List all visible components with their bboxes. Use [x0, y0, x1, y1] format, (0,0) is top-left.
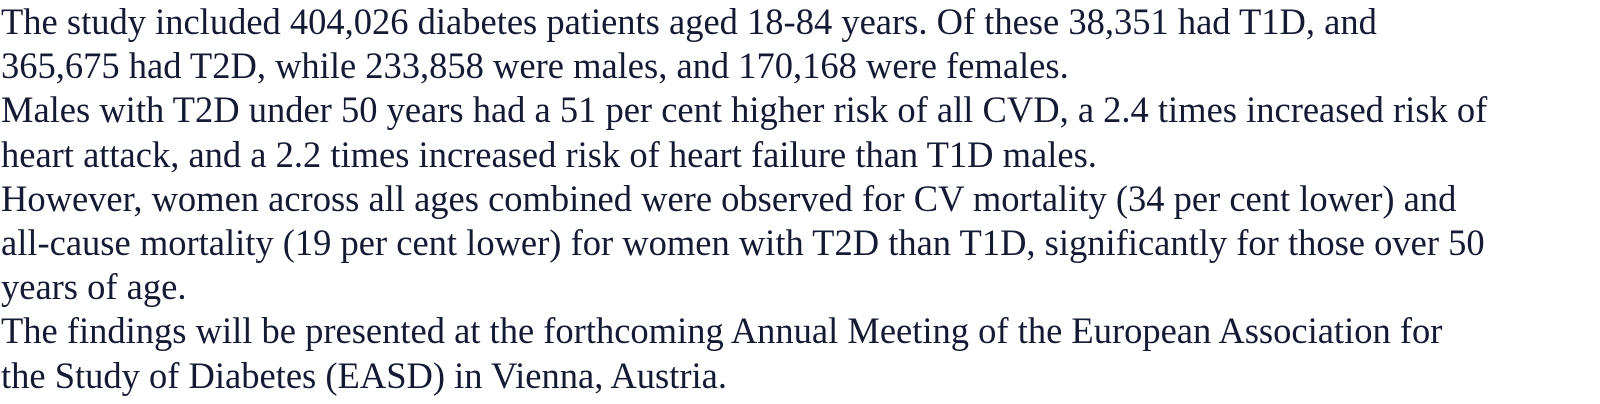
text-line: Males with T2D under 50 years had a 51 p…	[1, 89, 1488, 131]
text-line: years of age.	[1, 266, 187, 308]
text-line: The study included 404,026 diabetes pati…	[1, 1, 1377, 42]
paragraph: However, women across all ages combined …	[1, 177, 1600, 310]
text-line: all-cause mortality (19 per cent lower) …	[1, 221, 1485, 263]
text-line: 365,675 had T2D, while 233,858 were male…	[1, 45, 1069, 87]
paragraph: Males with T2D under 50 years had a 51 p…	[1, 88, 1600, 176]
paragraph: The findings will be presented at the fo…	[1, 309, 1600, 397]
text-line: heart attack, and a 2.2 times increased …	[1, 133, 1097, 175]
text-line: The findings will be presented at the fo…	[1, 310, 1443, 352]
text-line: the Study of Diabetes (EASD) in Vienna, …	[1, 354, 728, 396]
paragraph: The study included 404,026 diabetes pati…	[1, 0, 1600, 88]
text-line: However, women across all ages combined …	[1, 177, 1457, 219]
